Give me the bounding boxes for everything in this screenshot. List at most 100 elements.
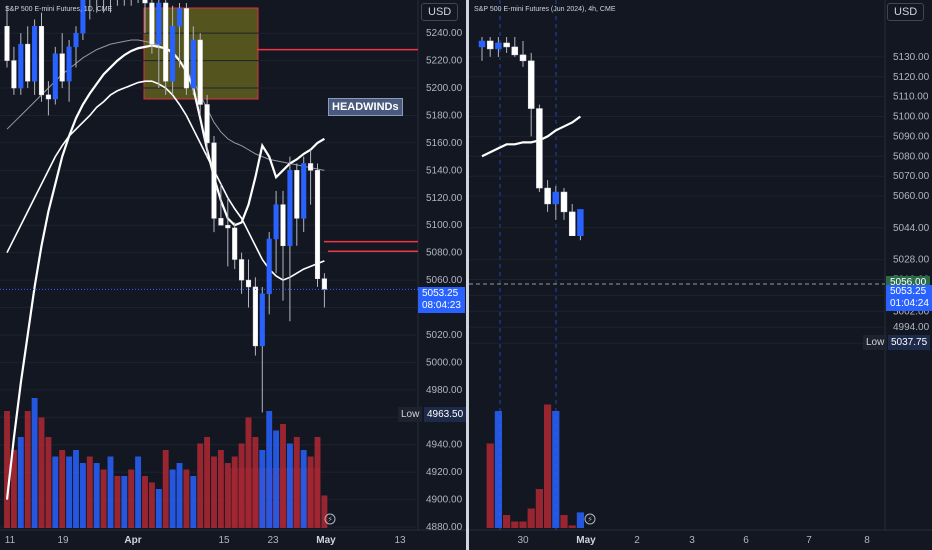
bar-countdown: 08:04:23 <box>422 300 461 311</box>
x-tick-label: May <box>576 535 596 546</box>
y-tick-label: 5020.00 <box>426 330 463 341</box>
y-tick-label: 5080.00 <box>893 151 930 162</box>
volume-bar <box>314 437 321 528</box>
y-tick-label: 5130.00 <box>893 52 930 63</box>
y-tick-label: 5140.00 <box>426 165 463 176</box>
volume-bar <box>280 424 286 528</box>
y-tick-label: 5100.00 <box>426 220 463 231</box>
volume-bar <box>544 404 552 528</box>
candle <box>18 43 24 89</box>
y-tick-label: 5120.00 <box>893 72 930 83</box>
volume-bar <box>66 456 73 528</box>
candle <box>568 211 576 236</box>
x-tick-label: 23 <box>267 535 279 546</box>
candle <box>544 187 551 205</box>
candle <box>280 204 286 247</box>
y-tick-label: 5220.00 <box>426 56 463 67</box>
candle <box>45 94 51 100</box>
y-tick-label: 5240.00 <box>426 28 463 39</box>
candle <box>52 53 58 100</box>
volume-bar <box>224 463 231 528</box>
candle <box>560 191 568 213</box>
candle <box>495 42 502 50</box>
volume-bar <box>217 450 224 528</box>
intraday-chart-pane[interactable]: 5130.00 5120.00 5110.00 5100.00 5090.00 5080.… <box>469 0 932 550</box>
y-tick-label: 4980.00 <box>426 385 463 396</box>
daily-chart-canvas[interactable]: 5240.00 5220.00 5200.00 5180.00 5160.00 5140.… <box>0 0 466 550</box>
volume-bar <box>266 411 273 528</box>
y-tick-label: 4940.00 <box>426 440 463 451</box>
x-tick-label: 15 <box>218 535 230 546</box>
volume-bar <box>486 443 494 528</box>
pane-divider[interactable] <box>466 0 469 550</box>
volume-bar <box>204 437 211 528</box>
candle <box>156 2 162 45</box>
volume-bar <box>560 515 568 528</box>
candle <box>294 170 300 219</box>
last-price-tag: 5053.25 08:04:23 <box>418 287 465 313</box>
candle <box>314 170 321 279</box>
y-tick-label: 5044.00 <box>893 223 930 234</box>
lightning-icon-ring <box>584 513 596 525</box>
currency-button[interactable]: USD <box>421 3 459 21</box>
low-value: 4963.50 <box>424 407 466 422</box>
x-tick-label: 19 <box>57 535 69 546</box>
volume-bar <box>245 417 252 528</box>
candle <box>218 218 224 226</box>
volume-bar <box>273 430 280 528</box>
candle <box>190 39 196 89</box>
candle <box>527 60 535 109</box>
candle <box>308 163 314 171</box>
volume-bar <box>52 456 59 528</box>
y-tick-label: 5160.00 <box>426 138 463 149</box>
volume-bar <box>252 437 259 528</box>
candle <box>149 2 155 45</box>
candle <box>183 8 189 89</box>
volume-bar <box>100 469 107 528</box>
volume-bar <box>59 450 66 528</box>
y-tick-label: 5080.00 <box>426 248 463 259</box>
candle <box>11 60 17 89</box>
y-tick-label: 5002.00 <box>893 306 930 317</box>
y-tick-label: 5120.00 <box>426 193 463 204</box>
candle <box>176 8 183 27</box>
volume-bar <box>73 450 79 528</box>
volume-bar <box>128 469 135 528</box>
low-label: Low <box>398 407 423 422</box>
low-label-right: Low <box>863 335 888 350</box>
lightning-icon: ⚡ <box>587 515 593 524</box>
volume-bar <box>293 437 300 528</box>
candle <box>266 238 272 295</box>
volume-bar <box>190 476 197 528</box>
candle <box>25 43 31 82</box>
x-tick-label: 7 <box>806 535 812 546</box>
daily-chart-pane[interactable]: 5240.00 5220.00 5200.00 5180.00 5160.00 5140.… <box>0 0 466 550</box>
candle <box>259 293 265 347</box>
lightning-icon-glyph: ⚡ <box>327 515 333 524</box>
y-tick-label: 5110.00 <box>893 92 929 103</box>
candle <box>38 26 45 96</box>
volume-bar <box>286 443 293 528</box>
volume-bar <box>511 521 519 528</box>
y-tick-label: 5200.00 <box>426 83 463 94</box>
candle <box>66 46 72 82</box>
candle <box>536 108 543 189</box>
candle <box>552 191 560 205</box>
candle <box>511 46 519 56</box>
candle <box>32 26 38 82</box>
volume-bar <box>38 417 45 528</box>
last-price-tag-right: 5053.25 01:04:24 <box>886 285 932 311</box>
volume-bar <box>148 482 155 528</box>
x-tick-label: 6 <box>743 535 749 546</box>
volume-bar <box>45 437 52 528</box>
volume-bar <box>535 489 543 528</box>
y-tick-label: 5000.00 <box>426 357 463 368</box>
intraday-chart-canvas[interactable]: 5130.00 5120.00 5110.00 5100.00 5090.00 5080.… <box>469 0 932 550</box>
currency-button-right[interactable]: USD <box>887 3 925 21</box>
headwinds-annotation[interactable]: HEADWINDs <box>328 98 403 116</box>
candle <box>211 142 217 219</box>
volume-bar <box>142 476 148 528</box>
volume-bar <box>552 411 560 528</box>
candle <box>225 224 231 229</box>
x-tick-label: 3 <box>689 535 695 546</box>
